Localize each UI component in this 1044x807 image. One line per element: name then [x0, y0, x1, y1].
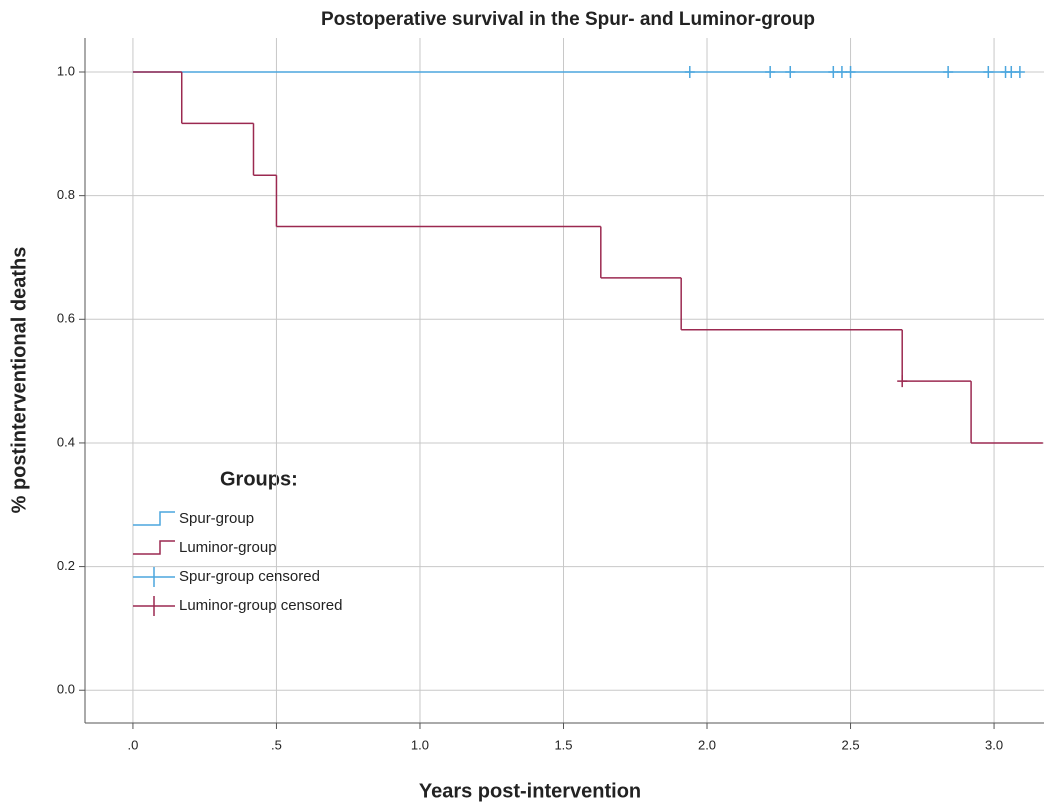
- legend-label: Luminor-group: [179, 539, 277, 556]
- censor-mark: [897, 375, 908, 388]
- legend-label: Spur-group censored: [179, 568, 320, 585]
- censor-mark: [836, 66, 847, 79]
- y-tick-label: 1.0: [57, 63, 75, 78]
- x-tick-label: 2.0: [698, 737, 716, 752]
- censor-mark: [785, 66, 796, 79]
- y-axis-label: % postinterventional deaths: [8, 247, 30, 514]
- y-tick-label: 0.6: [57, 311, 75, 326]
- y-tick-label: 0.0: [57, 682, 75, 697]
- censor-mark: [1006, 66, 1017, 79]
- chart-title: Postoperative survival in the Spur- and …: [321, 9, 815, 30]
- censor-mark: [983, 66, 994, 79]
- x-tick-label: 3.0: [985, 737, 1003, 752]
- censor-mark: [828, 66, 839, 79]
- y-tick-label: 0.2: [57, 558, 75, 573]
- x-axis-label: Years post-intervention: [419, 780, 641, 802]
- censor-mark: [943, 66, 954, 79]
- x-tick-label: 1.5: [554, 737, 572, 752]
- y-tick-label: 0.4: [57, 434, 75, 449]
- legend-label: Spur-group: [179, 510, 254, 527]
- x-tick-label: .0: [128, 737, 139, 752]
- x-tick-label: 1.0: [411, 737, 429, 752]
- censor-mark: [765, 66, 776, 79]
- x-tick-label: 2.5: [841, 737, 859, 752]
- legend-icon: [133, 511, 175, 526]
- y-tick-label: 0.8: [57, 187, 75, 202]
- legend-icon: [133, 567, 175, 587]
- censor-mark: [845, 66, 856, 79]
- legend-icon: [133, 540, 175, 555]
- legend-title: Groups:: [220, 468, 298, 490]
- legend-icon: [133, 596, 175, 616]
- legend-label: Luminor-group censored: [179, 597, 342, 614]
- censor-mark: [1014, 66, 1025, 79]
- censor-mark: [684, 66, 695, 79]
- x-tick-label: .5: [271, 737, 282, 752]
